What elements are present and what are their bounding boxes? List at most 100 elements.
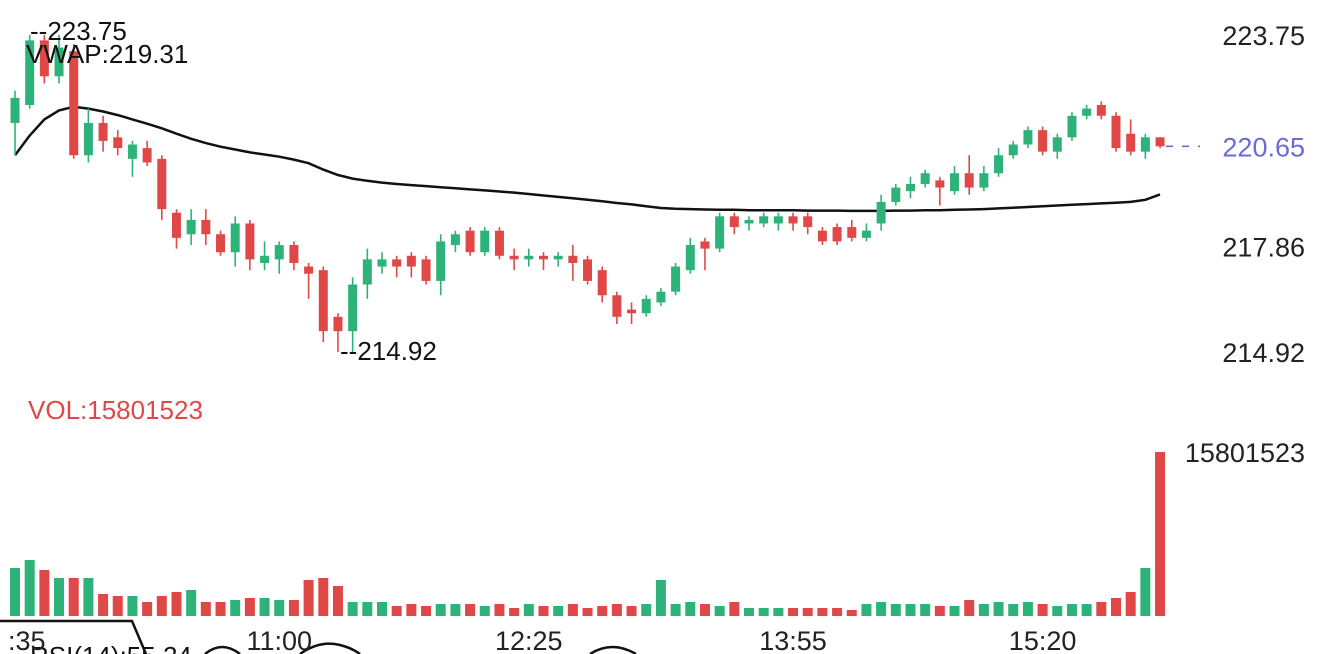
candle-body xyxy=(113,137,123,149)
volume-bar xyxy=(230,599,241,616)
candle-body xyxy=(671,266,681,292)
volume-bar xyxy=(494,604,505,616)
candle-body xyxy=(201,219,211,235)
candle-body xyxy=(715,216,725,249)
volume-bar xyxy=(523,604,534,616)
candle-body xyxy=(25,40,35,106)
volume-bar xyxy=(714,605,725,616)
candle-body xyxy=(773,216,783,224)
candle-body xyxy=(817,230,827,242)
candle-body xyxy=(157,158,167,210)
candle-body xyxy=(847,227,857,238)
candle-body xyxy=(171,212,181,238)
candle-body xyxy=(421,259,431,281)
volume-bar xyxy=(1140,567,1151,616)
rsi-frame xyxy=(0,619,148,654)
volume-bar xyxy=(964,599,975,616)
volume-bar xyxy=(993,601,1004,616)
volume-bar xyxy=(758,607,769,616)
volume-bar xyxy=(1008,604,1019,616)
candle-body xyxy=(891,187,901,202)
candle-body xyxy=(1023,130,1033,145)
volume-bar xyxy=(846,610,857,616)
candle-body xyxy=(583,259,593,281)
y-tick-label: 214.92 xyxy=(1222,338,1305,368)
volume-bar xyxy=(465,604,476,616)
candle-body xyxy=(1067,115,1077,138)
candle-body xyxy=(494,230,504,256)
candle-body xyxy=(861,230,871,238)
candle-body xyxy=(54,47,64,77)
candle-body xyxy=(920,173,930,184)
volume-title: VOL:15801523 xyxy=(28,395,203,425)
volume-bar xyxy=(861,604,872,616)
candle-body xyxy=(524,255,534,260)
volume-bar xyxy=(626,605,637,616)
low-label: --214.92 xyxy=(340,336,437,366)
volume-bar xyxy=(567,604,578,616)
volume-bar xyxy=(597,605,608,616)
candle-body xyxy=(318,270,328,332)
candle-body xyxy=(127,144,137,159)
candle-body xyxy=(1111,115,1121,149)
candle-body xyxy=(348,284,358,332)
candle-body xyxy=(245,223,255,260)
volume-bar xyxy=(362,601,373,616)
candle-body xyxy=(1082,108,1092,116)
volume-bar xyxy=(1111,598,1121,616)
high-label: --223.75 xyxy=(30,16,127,46)
candle-body xyxy=(832,227,842,242)
volume-bar xyxy=(24,559,35,616)
candle-body xyxy=(950,173,960,192)
volume-bar xyxy=(421,605,432,616)
volume-bar xyxy=(200,601,211,616)
volume-bar xyxy=(729,601,740,616)
x-tick-label: :35 xyxy=(8,626,46,654)
volume-bar xyxy=(788,607,799,616)
candle-body xyxy=(98,122,108,141)
volume-bar xyxy=(318,578,329,616)
candle-body xyxy=(69,51,79,156)
volume-bar xyxy=(802,607,813,616)
candle-body xyxy=(1008,144,1018,156)
volume-bar xyxy=(978,604,989,616)
candle-body xyxy=(538,255,548,260)
volume-bar xyxy=(582,607,593,616)
x-tick-label: 12:25 xyxy=(495,626,563,654)
candle-body xyxy=(612,295,622,317)
candle-body xyxy=(186,219,196,235)
candle-body xyxy=(744,219,754,224)
volume-bar xyxy=(142,601,153,616)
candle-body xyxy=(509,255,519,260)
vwap-label: VWAP:219.31 xyxy=(26,39,188,69)
volume-bar xyxy=(1066,604,1077,616)
volume-bar xyxy=(244,598,255,616)
volume-bar xyxy=(1037,604,1048,616)
vwap-line xyxy=(13,105,1161,213)
volume-bar xyxy=(655,579,666,616)
volume-bar xyxy=(670,604,681,616)
volume-bar xyxy=(1096,601,1107,616)
volume-bar xyxy=(450,604,461,616)
volume-bar xyxy=(817,607,828,616)
candle-body xyxy=(656,291,666,303)
candle-body xyxy=(83,122,93,156)
volume-bar xyxy=(274,599,285,616)
candle-body xyxy=(465,230,475,253)
candle-body xyxy=(406,255,416,267)
x-tick-label: 13:55 xyxy=(759,626,827,654)
candle-body xyxy=(568,255,578,263)
volume-bar xyxy=(259,598,270,616)
candle-body xyxy=(377,259,387,267)
candle-body xyxy=(994,155,1004,174)
volume-bar xyxy=(186,590,197,616)
volume-bar xyxy=(83,578,94,616)
rsi-line xyxy=(204,642,637,654)
volume-bar xyxy=(1052,605,1063,616)
volume-bar xyxy=(773,607,784,616)
rsi-label: RSI(14):55.24 xyxy=(30,641,192,654)
x-tick-label: 15:20 xyxy=(1009,626,1077,654)
candle-body xyxy=(627,309,637,314)
